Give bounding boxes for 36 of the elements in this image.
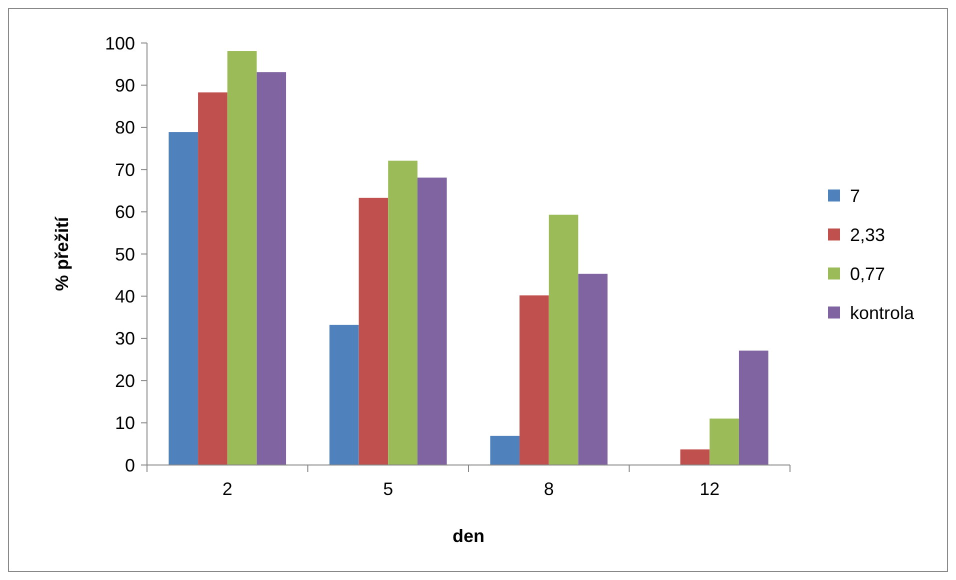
bar [358,198,388,465]
y-tick-label: 100 [104,33,135,54]
legend-label: 2,33 [850,224,886,245]
legend-label: kontrola [850,302,916,323]
bar [329,324,359,465]
y-tick-label: 40 [114,286,135,306]
y-tick-label: 20 [114,370,135,391]
x-tick-label: 2 [222,479,232,499]
y-tick-label: 80 [114,118,135,138]
bar [388,160,418,465]
y-tick-label: 60 [114,202,135,222]
y-tick-label: 30 [114,328,135,349]
x-tick-label: 12 [700,479,720,499]
bar [548,214,578,465]
y-tick-label: 0 [124,455,135,476]
x-axis-title: den [452,526,485,546]
y-tick-label: 70 [114,160,135,180]
bar [417,178,447,465]
bar [168,132,198,465]
y-tick-label: 50 [114,244,135,264]
x-tick-label: 5 [383,479,394,499]
x-tick-label: 8 [544,479,554,499]
bar [710,418,739,465]
legend-label: 7 [850,186,860,206]
y-tick-label: 10 [114,413,135,434]
bar [520,295,549,465]
y-axis-title: % přežití [52,216,72,292]
bar [198,92,228,465]
legend-label: 0,77 [850,264,886,284]
y-tick-label: 90 [114,76,135,96]
bar [256,72,286,465]
bar [578,274,608,465]
bar [227,51,257,465]
bar [490,436,520,465]
bar [738,350,768,465]
bar [680,449,710,465]
